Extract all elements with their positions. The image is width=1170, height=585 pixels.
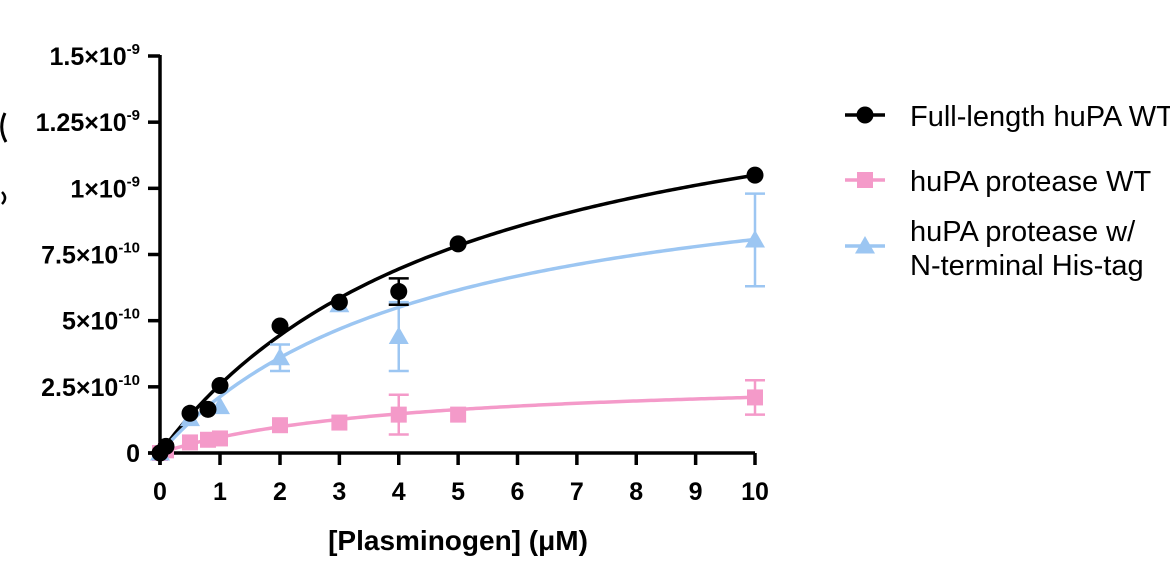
legend-label: Full-length huPA WT — [910, 101, 1170, 133]
legend-marker — [857, 172, 873, 188]
legend: Full-length huPA WT huPA protease WT huPA … — [845, 101, 1170, 282]
x-tick-label: 5 — [451, 478, 465, 506]
data-point — [747, 389, 763, 406]
y-ticks: 0 2.5×10-10 5×10-10 7.5×10-10 1×10-9 1.25×10-… — [36, 41, 160, 468]
x-tick-label: 8 — [629, 478, 643, 506]
x-tick-label: 0 — [153, 478, 167, 506]
y-tick-label: 1.5×10-9 — [49, 41, 140, 71]
x-tick-label: 9 — [689, 478, 703, 506]
y-tick-label: 1.25×10-9 — [36, 107, 140, 137]
x-tick-label: 2 — [273, 478, 287, 506]
data-point — [157, 437, 175, 455]
data-point — [272, 417, 288, 434]
data-point — [271, 317, 289, 335]
cropped-ylabel-glyph — [0, 112, 8, 143]
data-points — [150, 166, 765, 462]
data-point — [330, 293, 348, 311]
y-tick-label: 7.5×10-10 — [41, 240, 140, 270]
y-tick-label: 2.5×10-10 — [41, 372, 140, 402]
data-point — [182, 434, 198, 451]
x-tick-label: 1 — [213, 478, 227, 506]
x-tick-label: 4 — [392, 478, 406, 506]
data-point — [390, 283, 408, 301]
data-point — [270, 347, 290, 366]
x-tick-label: 6 — [511, 478, 525, 506]
y-tick-label: 1×10-9 — [70, 173, 140, 203]
data-point — [745, 229, 765, 248]
x-tick-label: 3 — [332, 478, 346, 506]
data-point — [331, 414, 348, 431]
fit-curve — [158, 237, 756, 455]
data-point — [450, 406, 467, 423]
data-point — [449, 235, 467, 253]
data-point — [199, 400, 217, 418]
legend-marker — [855, 236, 875, 254]
data-point — [181, 404, 199, 422]
cropped-ylabel-glyph — [1, 191, 7, 205]
legend-marker — [856, 106, 874, 124]
x-tick-label: 7 — [570, 478, 584, 506]
data-point — [211, 377, 229, 395]
data-point — [746, 166, 764, 184]
y-tick-label: 0 — [126, 440, 140, 468]
x-axis-title: [Plasminogen] (μM) — [328, 525, 588, 556]
data-point — [388, 326, 409, 345]
fit-curve — [159, 395, 756, 455]
data-point — [212, 430, 228, 447]
legend-label: huPA protease w/N-terminal His-tag — [910, 216, 1144, 282]
x-tick-label: 10 — [741, 478, 769, 506]
x-ticks: 0 1 2 3 4 5 6 7 8 9 10 — [153, 453, 769, 506]
data-point — [390, 406, 407, 423]
y-tick-label: 5×10-10 — [62, 306, 140, 336]
legend-label: huPA protease WT — [910, 166, 1152, 198]
axes — [148, 55, 755, 465]
